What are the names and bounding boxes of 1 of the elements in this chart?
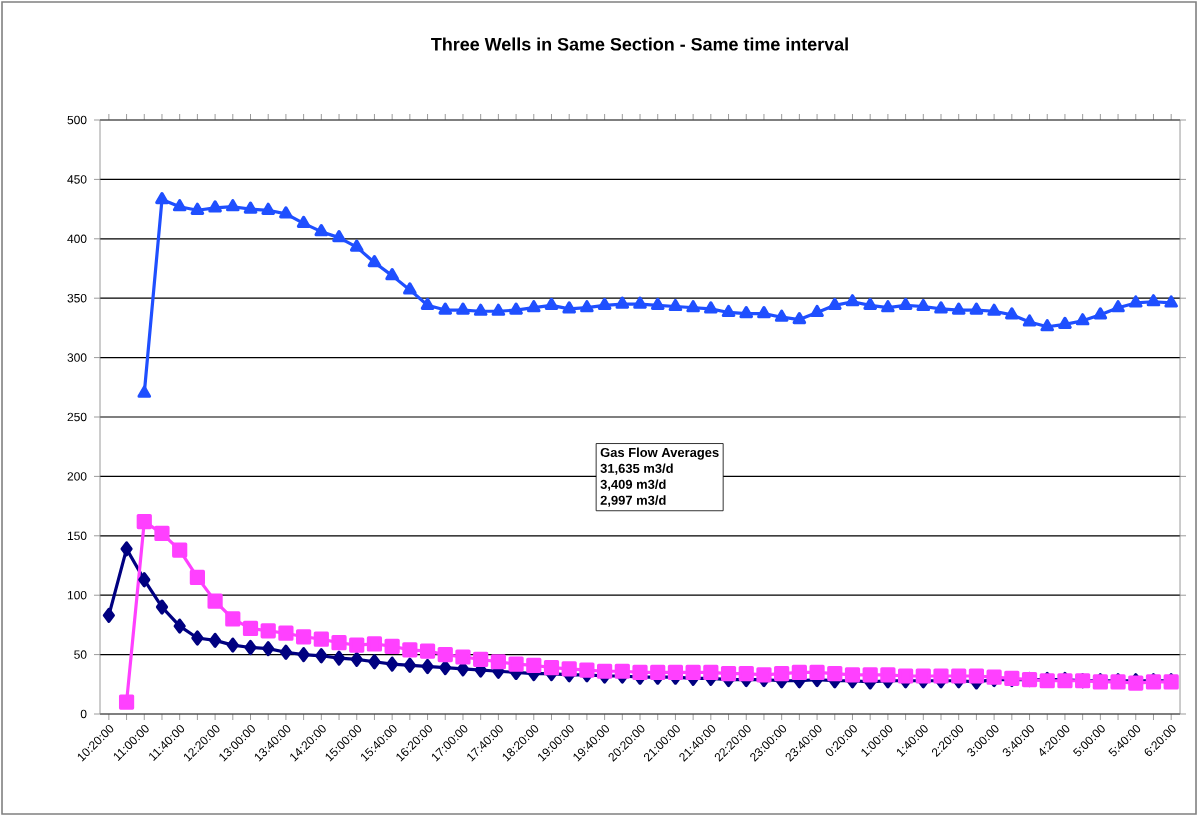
chart-title: Three Wells in Same Section - Same time interval [431, 37, 848, 51]
